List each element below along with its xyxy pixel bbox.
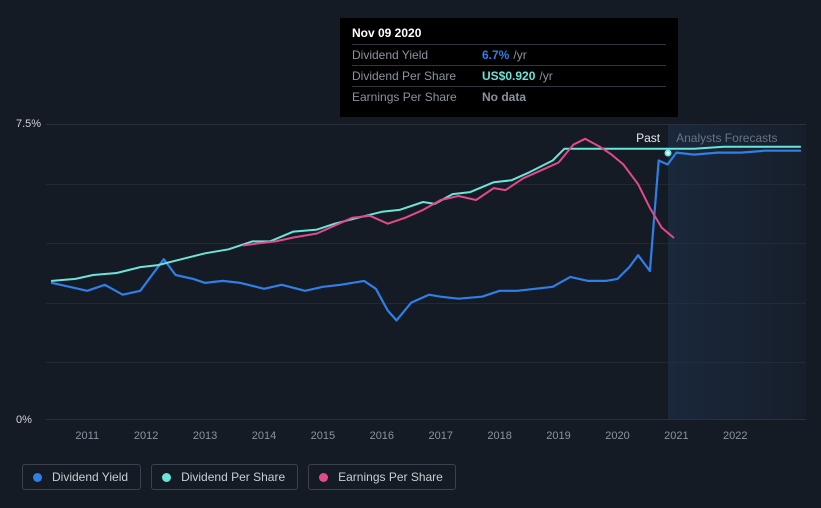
tooltip-label: Earnings Per Share xyxy=(352,89,482,105)
legend-swatch xyxy=(319,473,328,482)
tooltip-row: Dividend Yield6.7% /yr xyxy=(352,44,666,65)
chart-tooltip: Nov 09 2020 Dividend Yield6.7%/yrDividen… xyxy=(340,18,678,117)
chart-plot-area[interactable]: PastAnalysts Forecasts xyxy=(46,124,806,420)
legend-label: Earnings Per Share xyxy=(338,470,443,484)
series-line xyxy=(52,151,800,321)
y-tick-label: 7.5% xyxy=(16,118,41,130)
dividend-chart: PastAnalysts Forecasts 0%7.5% xyxy=(16,124,806,420)
x-tick-label: 2018 xyxy=(487,430,511,442)
tooltip-value: No data xyxy=(482,89,526,105)
tooltip-label: Dividend Yield xyxy=(352,47,482,63)
y-tick-label: 0% xyxy=(16,414,32,426)
legend-item[interactable]: Earnings Per Share xyxy=(308,464,456,490)
x-tick-label: 2022 xyxy=(723,430,747,442)
x-tick-label: 2011 xyxy=(75,430,99,442)
tooltip-suffix: /yr xyxy=(513,47,526,63)
x-tick-label: 2016 xyxy=(370,430,394,442)
legend-swatch xyxy=(162,473,171,482)
x-axis: 2011 2012 2013 2014 2015 2016 2017 2018 2019 2020… xyxy=(46,430,806,446)
tooltip-label: Dividend Per Share xyxy=(352,68,482,84)
tooltip-date: Nov 09 2020 xyxy=(352,26,666,44)
x-tick-label: 2015 xyxy=(311,430,335,442)
tooltip-suffix: /yr xyxy=(539,68,552,84)
legend-label: Dividend Yield xyxy=(52,470,128,484)
legend-item[interactable]: Dividend Per Share xyxy=(151,464,298,490)
tooltip-value: US$0.920 xyxy=(482,68,535,84)
x-tick-label: 2019 xyxy=(546,430,570,442)
x-tick-label: 2012 xyxy=(134,430,158,442)
tooltip-row: Earnings Per ShareNo data xyxy=(352,86,666,107)
legend-label: Dividend Per Share xyxy=(181,470,285,484)
chart-legend: Dividend Yield Dividend Per Share Earnings… xyxy=(22,464,456,490)
tooltip-value: 6.7% xyxy=(482,47,509,63)
legend-item[interactable]: Dividend Yield xyxy=(22,464,141,490)
x-tick-label: 2021 xyxy=(664,430,688,442)
x-tick-label: 2020 xyxy=(605,430,629,442)
legend-swatch xyxy=(33,473,42,482)
x-tick-label: 2017 xyxy=(428,430,452,442)
x-tick-label: 2014 xyxy=(252,430,276,442)
x-tick-label: 2013 xyxy=(193,430,217,442)
chart-lines xyxy=(46,125,806,421)
current-marker xyxy=(665,149,672,156)
tooltip-row: Dividend Per ShareUS$0.920/yr xyxy=(352,65,666,86)
